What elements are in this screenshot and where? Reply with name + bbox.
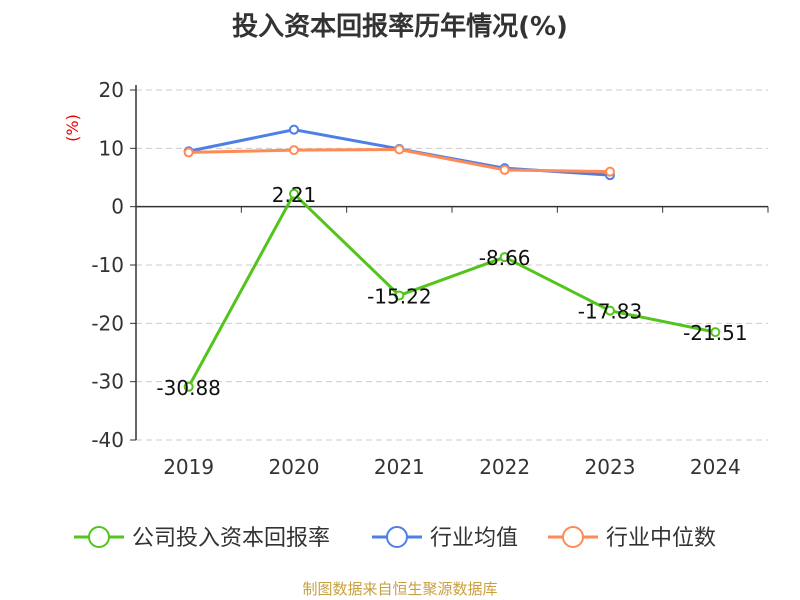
data-point xyxy=(499,252,510,263)
data-point xyxy=(605,305,615,316)
legend-label: 行业中位数 xyxy=(606,526,716,551)
y-tick-label: 20 xyxy=(99,78,124,102)
legend-marker xyxy=(386,526,408,548)
y-tick-label: -40 xyxy=(91,428,124,452)
y-tick-label: 0 xyxy=(111,195,124,219)
x-tick-label: 2024 xyxy=(690,455,741,479)
chart-title: 投入资本回报率历年情况(%) xyxy=(232,12,568,42)
data-label: 2.21 xyxy=(272,183,317,207)
y-tick-label: -10 xyxy=(91,253,124,277)
data-point xyxy=(394,290,405,301)
data-point xyxy=(183,147,194,158)
x-tick-label: 2020 xyxy=(269,455,320,479)
legend-marker xyxy=(88,526,110,548)
legend-label: 公司投入资本回报率 xyxy=(132,526,330,551)
y-tick-label: 10 xyxy=(99,136,124,160)
series-line-0 xyxy=(187,191,716,388)
legend-label: 行业均值 xyxy=(430,526,518,551)
data-label: -21.51 xyxy=(683,321,747,345)
y-tick-label: -20 xyxy=(91,311,124,335)
data-point xyxy=(394,144,405,155)
y-axis-label: (%) xyxy=(63,114,82,142)
x-tick-label: 2019 xyxy=(163,455,214,479)
x-tick-label: 2021 xyxy=(374,455,425,479)
data-label: -8.66 xyxy=(479,246,531,270)
data-label: -30.88 xyxy=(156,376,220,400)
data-point xyxy=(289,188,299,199)
data-point xyxy=(289,124,299,135)
data-point xyxy=(289,145,299,156)
data-label: -17.83 xyxy=(578,300,642,324)
source-note: 制图数据来自恒生聚源数据库 xyxy=(302,580,498,598)
x-tick-label: 2023 xyxy=(585,455,636,479)
data-point xyxy=(499,164,510,175)
y-tick-label: -30 xyxy=(91,370,124,394)
x-tick-label: 2022 xyxy=(479,455,530,479)
legend-marker xyxy=(562,526,584,548)
data-label: -15.22 xyxy=(367,284,431,308)
data-point xyxy=(605,166,615,177)
data-point xyxy=(710,327,721,338)
data-point xyxy=(183,381,194,392)
